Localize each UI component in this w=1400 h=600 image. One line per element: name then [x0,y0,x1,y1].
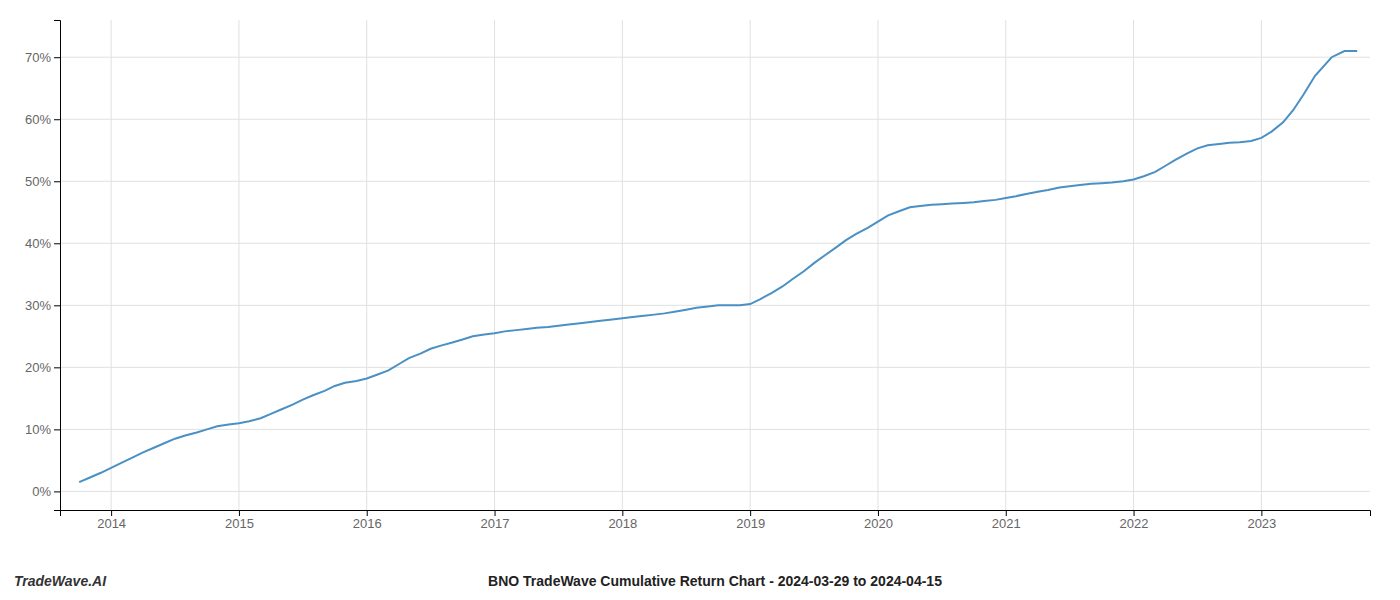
grid-line-x [1005,20,1006,510]
x-tick: 2016 [353,510,382,531]
x-tick-mark [1261,510,1262,516]
grid-line-y [60,243,1370,244]
x-tick-label: 2020 [864,516,893,531]
grid-line-y [60,119,1370,120]
y-tick-label: 70% [25,50,51,65]
y-tick-mark [54,181,60,182]
plot-area [79,51,1357,482]
grid-line-y [60,367,1370,368]
y-tick-label: 10% [25,422,51,437]
x-tick-label: 2023 [1247,516,1276,531]
y-tick: 40% [25,236,60,251]
x-tick: 2022 [1120,510,1149,531]
x-tick-mark [750,510,751,516]
grid-line-x [1133,20,1134,510]
x-tick-mark [878,510,879,516]
y-tick: 70% [25,50,60,65]
y-tick: 30% [25,298,60,313]
x-tick-mark [367,510,368,516]
x-tick: 2019 [736,510,765,531]
grid-line-x [750,20,751,510]
x-tick-mark [1006,510,1007,516]
x-tick: 2017 [481,510,510,531]
y-axis-line [54,21,61,511]
y-tick: 20% [25,360,60,375]
grid-line-y [60,181,1370,182]
grid-line-y [60,491,1370,492]
x-tick-label: 2021 [992,516,1021,531]
x-tick: 2015 [225,510,254,531]
y-tick-mark [54,491,60,492]
grid-line-x [877,20,878,510]
x-tick-label: 2019 [736,516,765,531]
line [79,51,1357,482]
grid-line-x [238,20,239,510]
x-tick-label: 2015 [225,516,254,531]
grid-line-x [366,20,367,510]
grid-line-y [60,429,1370,430]
y-tick-mark [54,429,60,430]
x-tick: 2014 [97,510,126,531]
y-tick-label: 40% [25,236,51,251]
x-tick-label: 2014 [97,516,126,531]
x-axis-line [61,511,1371,517]
y-tick: 50% [25,174,60,189]
x-axis: 2014 2015 2016 2017 2018 2019 2020 2021 2022 2023 [61,510,1371,531]
x-tick-label: 2017 [481,516,510,531]
y-tick-label: 50% [25,174,51,189]
y-tick: 10% [25,422,60,437]
x-tick-mark [1134,510,1135,516]
y-tick-label: 20% [25,360,51,375]
y-tick-label: 0% [32,484,51,499]
grid [60,20,1370,510]
x-tick: 2020 [864,510,893,531]
x-tick: 2021 [992,510,1021,531]
x-tick: 2023 [1247,510,1276,531]
y-tick-mark [54,367,60,368]
chart: 2014 2015 2016 2017 2018 2019 2020 2021 2022 2023… [0,0,1400,600]
grid-line-x [494,20,495,510]
grid-line-x [111,20,112,510]
grid-line-x [622,20,623,510]
title: BNO TradeWave Cumulative Return Chart - … [488,573,942,589]
y-tick-mark [54,57,60,58]
x-tick-label: 2022 [1120,516,1149,531]
y-tick-label: 30% [25,298,51,313]
y-tick-mark [54,305,60,306]
grid-line-x [1261,20,1262,510]
x-tick-mark [622,510,623,516]
grid-line-y [60,57,1370,58]
watermark: TradeWave.AI [14,573,107,589]
x-tick-mark [495,510,496,516]
x-tick-label: 2018 [608,516,637,531]
y-tick-mark [54,243,60,244]
x-tick: 2018 [608,510,637,531]
y-tick: 0% [32,484,60,499]
x-tick-label: 2016 [353,516,382,531]
x-tick-mark [239,510,240,516]
y-axis: 0% 10% 20% 30% 40% 50% 60% 70% [25,21,61,511]
y-tick: 60% [25,112,60,127]
y-tick-label: 60% [25,112,51,127]
y-tick-mark [54,119,60,120]
x-tick-mark [111,510,112,516]
